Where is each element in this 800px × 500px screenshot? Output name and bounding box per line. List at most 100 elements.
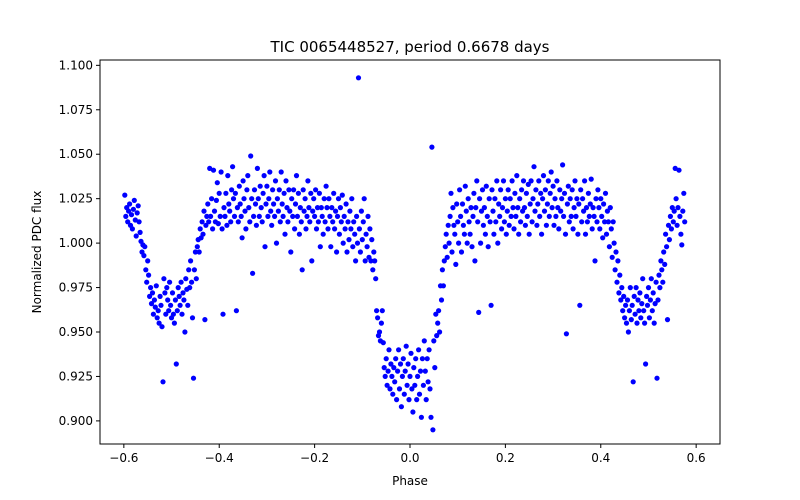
chart-title: TIC 0065448527, period 0.6678 days <box>269 38 549 56</box>
data-point <box>345 219 351 225</box>
data-point <box>169 290 176 296</box>
data-point <box>578 187 584 193</box>
data-point <box>294 213 300 219</box>
data-point <box>644 293 650 299</box>
data-point <box>357 249 363 255</box>
data-point <box>523 190 530 196</box>
data-point <box>521 205 528 211</box>
x-tick-label: 0.2 <box>496 451 515 465</box>
data-point <box>376 329 383 335</box>
data-point <box>604 208 611 214</box>
data-point <box>218 169 224 175</box>
data-point <box>631 293 637 299</box>
data-point <box>500 178 507 184</box>
data-point <box>297 205 303 211</box>
data-point <box>409 386 415 392</box>
data-point <box>591 213 597 219</box>
data-point <box>287 208 293 214</box>
data-point <box>570 226 576 232</box>
data-point <box>442 244 448 250</box>
data-point <box>657 285 663 291</box>
data-point <box>622 315 628 321</box>
data-point <box>264 183 270 189</box>
data-point <box>654 375 660 381</box>
data-point <box>188 258 194 264</box>
data-point <box>313 226 320 232</box>
data-point <box>479 187 486 193</box>
data-point <box>412 382 418 388</box>
data-point <box>202 317 208 323</box>
y-tick-label: 1.050 <box>59 147 93 161</box>
data-point <box>340 240 346 246</box>
data-point <box>180 290 186 296</box>
data-point <box>584 219 591 225</box>
data-point <box>380 340 386 346</box>
data-point <box>417 368 424 374</box>
data-point <box>362 258 368 264</box>
data-point <box>445 222 451 228</box>
data-point <box>232 190 238 196</box>
data-point <box>434 333 440 339</box>
data-point <box>307 219 313 225</box>
data-point <box>214 180 220 186</box>
data-point <box>426 347 432 353</box>
data-point <box>270 187 276 193</box>
data-point <box>611 240 617 246</box>
data-point <box>234 205 240 211</box>
data-point <box>478 240 484 246</box>
data-point <box>490 208 496 214</box>
data-point <box>613 249 619 255</box>
data-point <box>237 201 243 207</box>
data-point <box>539 231 545 237</box>
data-point <box>402 368 408 374</box>
data-point <box>146 272 152 278</box>
data-point <box>322 219 328 225</box>
data-point <box>471 190 477 196</box>
data-point <box>515 205 521 211</box>
data-point <box>233 308 239 314</box>
data-point <box>360 219 366 225</box>
data-point <box>306 205 312 211</box>
y-tick-label: 1.075 <box>59 103 93 117</box>
data-point <box>537 213 543 219</box>
data-point <box>254 165 260 171</box>
data-point <box>502 196 508 202</box>
data-point <box>652 301 658 307</box>
data-point <box>504 208 510 214</box>
data-point <box>194 244 200 250</box>
data-point <box>275 208 281 214</box>
data-point <box>396 347 402 353</box>
data-point <box>532 208 538 214</box>
data-point <box>271 201 277 207</box>
data-point <box>454 201 460 207</box>
data-point <box>486 196 492 202</box>
data-point <box>449 249 455 255</box>
data-point <box>391 365 397 371</box>
data-point <box>551 222 557 228</box>
data-point <box>230 196 237 202</box>
data-point <box>516 231 522 237</box>
data-point <box>616 290 622 296</box>
data-point <box>498 187 504 193</box>
data-point <box>459 201 466 207</box>
data-point <box>174 308 180 314</box>
data-point <box>642 320 648 326</box>
data-point <box>400 356 406 362</box>
data-point <box>238 213 244 219</box>
data-point <box>126 208 132 214</box>
data-point <box>317 244 323 250</box>
data-point <box>261 173 267 179</box>
data-point <box>543 222 550 228</box>
data-point <box>525 181 531 187</box>
data-point <box>614 279 620 285</box>
data-point <box>372 258 378 264</box>
data-point <box>677 213 683 219</box>
data-point <box>420 382 426 388</box>
data-point <box>623 302 629 308</box>
data-point <box>150 311 156 317</box>
x-tick-label: 0.6 <box>687 451 706 465</box>
data-point <box>661 249 667 255</box>
data-point <box>394 397 400 403</box>
data-point <box>528 178 534 184</box>
data-point <box>291 187 297 193</box>
